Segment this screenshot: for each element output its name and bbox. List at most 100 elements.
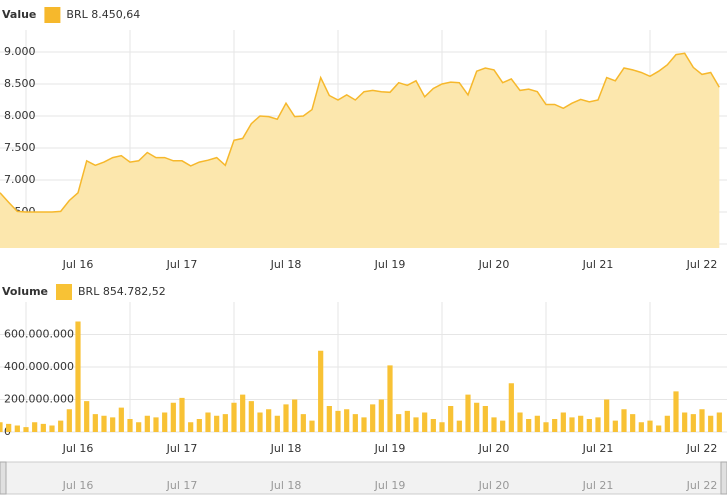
bar bbox=[656, 425, 662, 432]
bar bbox=[222, 414, 228, 432]
bar bbox=[361, 417, 367, 432]
x-tick-label: Jul 17 bbox=[166, 258, 198, 271]
bar bbox=[370, 404, 376, 432]
bar bbox=[578, 415, 584, 432]
navigator-handle[interactable] bbox=[720, 461, 727, 495]
bar bbox=[153, 417, 159, 432]
bar bbox=[231, 402, 237, 432]
bar bbox=[101, 415, 107, 432]
navigator-label: Jul 20 bbox=[478, 479, 510, 492]
x-tick-label: Jul 18 bbox=[270, 442, 302, 455]
bar bbox=[170, 402, 176, 432]
bar bbox=[84, 401, 90, 432]
x-tick-label: Jul 20 bbox=[478, 442, 510, 455]
legend-label: BRL 854.782,52 bbox=[78, 285, 166, 298]
navigator-label: Jul 16 bbox=[62, 479, 94, 492]
legend-label: BRL 8.450,64 bbox=[66, 8, 140, 21]
bar bbox=[23, 427, 29, 432]
navigator-label: Jul 17 bbox=[166, 479, 198, 492]
bar bbox=[491, 417, 497, 432]
bar bbox=[682, 412, 688, 432]
bar bbox=[708, 415, 714, 432]
y-tick-label: 8.500 bbox=[4, 77, 36, 90]
bar bbox=[638, 422, 644, 432]
x-tick-label: Jul 20 bbox=[478, 258, 510, 271]
legend-swatch bbox=[56, 284, 72, 300]
bar bbox=[205, 412, 211, 432]
bar bbox=[162, 412, 168, 432]
bar bbox=[378, 399, 384, 432]
area-fill bbox=[0, 53, 720, 248]
bar bbox=[630, 414, 636, 432]
bar bbox=[92, 414, 98, 432]
y-tick-label: 8.000 bbox=[4, 109, 36, 122]
y-tick-label: 7.500 bbox=[4, 141, 36, 154]
bar bbox=[413, 417, 419, 432]
bar bbox=[6, 423, 12, 432]
bar bbox=[110, 417, 116, 432]
line bbox=[0, 52, 720, 213]
bar bbox=[127, 419, 133, 432]
bar bbox=[586, 419, 592, 432]
bar bbox=[344, 409, 350, 432]
bar bbox=[664, 415, 670, 432]
bar bbox=[283, 404, 289, 432]
bar bbox=[673, 391, 679, 432]
legend-swatch bbox=[44, 7, 61, 23]
bar bbox=[474, 402, 480, 432]
bar bbox=[58, 420, 64, 432]
bar bbox=[396, 414, 402, 432]
x-tick-label: Jul 19 bbox=[374, 258, 406, 271]
bar bbox=[422, 412, 428, 432]
bar bbox=[352, 414, 358, 432]
bar bbox=[647, 420, 653, 432]
bar bbox=[335, 410, 341, 432]
bar bbox=[404, 410, 410, 432]
bar bbox=[144, 415, 150, 432]
bar bbox=[552, 419, 558, 432]
bar bbox=[0, 422, 3, 432]
bar bbox=[32, 422, 38, 432]
chart-title: Value bbox=[2, 8, 36, 21]
bar bbox=[248, 401, 254, 432]
bar bbox=[699, 409, 705, 432]
x-tick-label: Jul 17 bbox=[166, 442, 198, 455]
bar bbox=[75, 321, 81, 432]
bar bbox=[326, 406, 332, 432]
bar bbox=[465, 394, 471, 432]
bar bbox=[40, 423, 46, 432]
bar bbox=[690, 414, 696, 432]
y-tick-label: 9.000 bbox=[4, 45, 36, 58]
x-tick-label: Jul 19 bbox=[374, 442, 406, 455]
x-tick-label: Jul 22 bbox=[686, 442, 718, 455]
bar bbox=[482, 406, 488, 432]
bar bbox=[612, 420, 618, 432]
chart-title: Volume bbox=[2, 285, 48, 298]
x-tick-label: Jul 22 bbox=[686, 258, 718, 271]
navigator-label: Jul 22 bbox=[686, 479, 718, 492]
bar bbox=[595, 417, 601, 432]
bar bbox=[214, 415, 220, 432]
x-tick-label: Jul 16 bbox=[62, 258, 94, 271]
bar bbox=[543, 422, 549, 432]
bar bbox=[196, 419, 202, 432]
x-tick-label: Jul 16 bbox=[62, 442, 94, 455]
bar bbox=[439, 422, 445, 432]
bar bbox=[716, 412, 722, 432]
bar bbox=[560, 412, 566, 432]
bar bbox=[508, 383, 514, 432]
navigator-handle[interactable] bbox=[0, 461, 7, 495]
bar bbox=[500, 420, 506, 432]
x-tick-label: Jul 21 bbox=[582, 442, 614, 455]
bar bbox=[257, 412, 263, 432]
bar bbox=[517, 412, 523, 432]
bar bbox=[456, 420, 462, 432]
bar bbox=[300, 414, 306, 432]
y-tick-label: 200.000.000 bbox=[4, 393, 74, 406]
bar bbox=[49, 425, 55, 432]
navigator-label: Jul 18 bbox=[270, 479, 302, 492]
bar bbox=[534, 415, 540, 432]
bar bbox=[309, 420, 315, 432]
bar bbox=[604, 399, 610, 432]
